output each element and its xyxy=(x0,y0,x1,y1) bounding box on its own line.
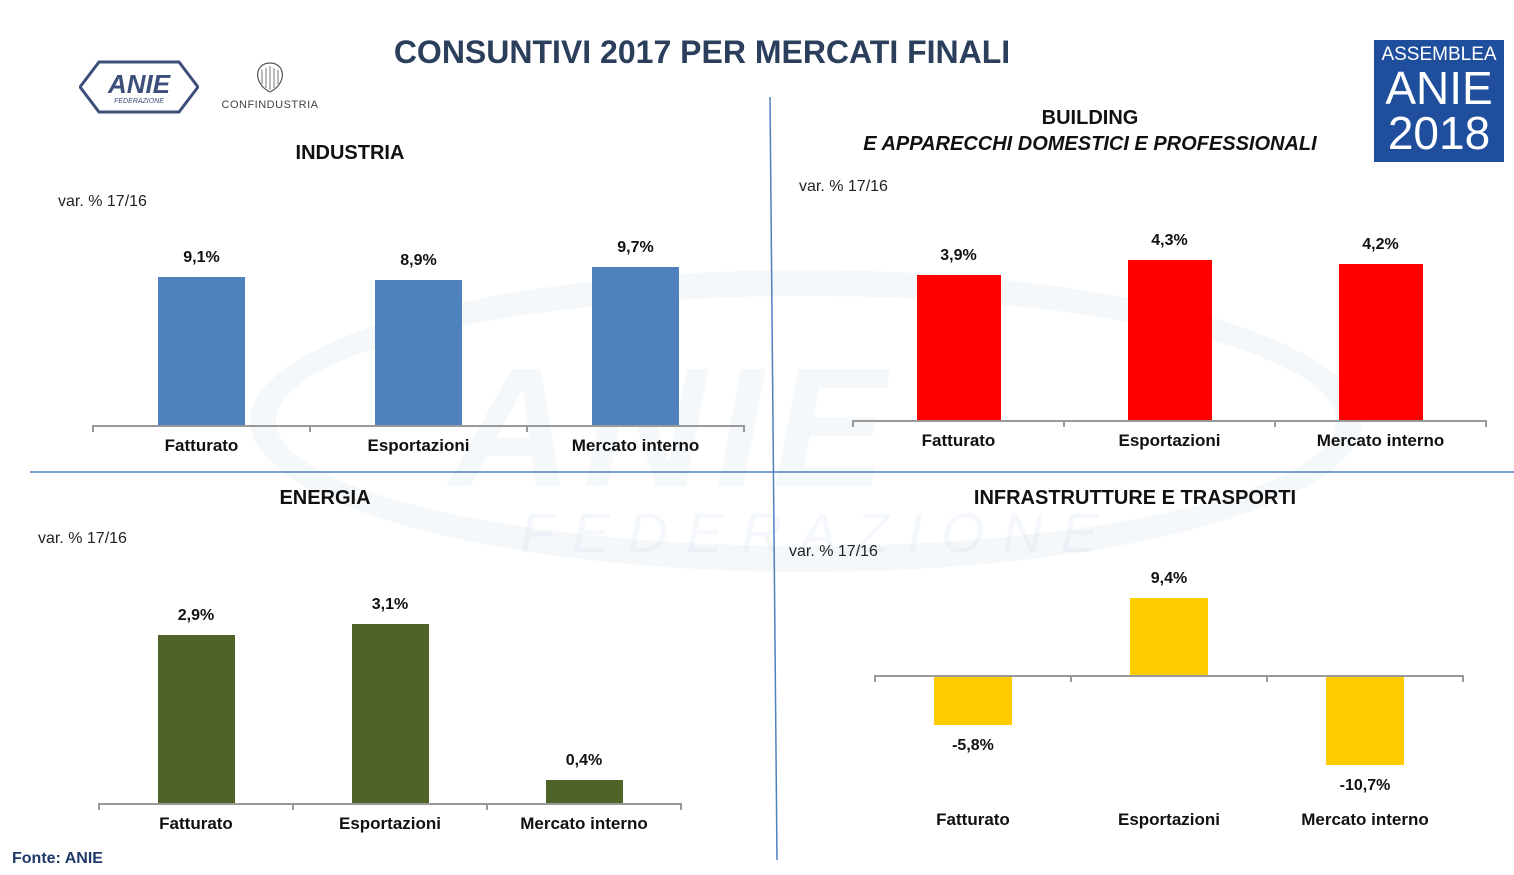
bar-building xyxy=(916,274,1001,420)
chart-title-energia: ENERGIA xyxy=(279,487,371,509)
category-label: Esportazioni xyxy=(338,814,441,833)
chart-title-industria: INDUSTRIA xyxy=(295,142,405,164)
category-label: Fatturato xyxy=(159,814,233,833)
category-label: Esportazioni xyxy=(367,436,470,455)
axis-tick xyxy=(1063,420,1065,427)
axis-tick xyxy=(874,675,876,682)
category-label: Fatturato xyxy=(164,436,239,455)
data-label: 8,9% xyxy=(400,252,437,270)
axis-tick xyxy=(743,425,745,432)
page-title: CONSUNTIVI 2017 PER MERCATI FINALI xyxy=(393,34,1011,70)
axis-tick xyxy=(1274,420,1276,427)
bar-building xyxy=(1338,263,1423,420)
data-label: 4,2% xyxy=(1362,235,1399,253)
vertical-divider xyxy=(769,96,778,861)
axis-tick xyxy=(1266,675,1268,682)
confindustria-logo: CONFINDUSTRIA xyxy=(220,60,320,111)
axis-tick xyxy=(292,803,294,810)
axis-tick xyxy=(486,803,488,810)
axis-tick xyxy=(1485,420,1487,427)
axis-tick xyxy=(92,425,94,432)
data-label: 3,1% xyxy=(371,595,409,613)
category-label: Mercato interno xyxy=(520,814,648,833)
chart-title-building: BUILDING xyxy=(1041,107,1139,129)
category-label: Esportazioni xyxy=(1118,431,1221,450)
x-axis-energia xyxy=(99,803,681,805)
category-label: Fatturato xyxy=(936,810,1010,829)
category-label: Esportazioni xyxy=(1117,810,1220,829)
x-axis-building xyxy=(853,420,1486,422)
axis-tick xyxy=(852,420,854,427)
data-label: -10,7% xyxy=(1339,776,1391,794)
badge-line1: ASSEMBLEA xyxy=(1381,44,1497,65)
bar-energia xyxy=(157,635,235,803)
badge-line3: 2018 xyxy=(1387,107,1491,159)
bar-industria xyxy=(158,277,245,425)
data-label: -5,8% xyxy=(952,736,994,754)
x-axis-industria xyxy=(93,425,744,427)
ylabel-energia: var. % 17/16 xyxy=(38,530,127,547)
assemblea-badge: ASSEMBLEA ANIE 2018 xyxy=(1374,40,1504,162)
bar-infrastrutture xyxy=(1326,677,1404,765)
axis-tick xyxy=(1462,675,1464,682)
chart-title-infrastrutture: INFRASTRUTTURE E TRASPORTI xyxy=(973,487,1297,509)
axis-tick xyxy=(309,425,311,432)
bar-building xyxy=(1127,260,1212,420)
axis-tick xyxy=(526,425,528,432)
chart-subtitle-building: E APPARECCHI DOMESTICI E PROFESSIONALI xyxy=(863,133,1317,155)
anie-logo-subtext: FEDERAZIONE xyxy=(114,98,164,105)
watermark-subtext: FEDERAZIONE xyxy=(520,501,1117,564)
data-label: 9,7% xyxy=(617,239,654,257)
eagle-icon xyxy=(257,62,283,93)
ylabel-building: var. % 17/16 xyxy=(799,178,888,195)
bar-industria xyxy=(592,267,679,425)
axis-tick xyxy=(1070,675,1072,682)
anie-logo-text: ANIE xyxy=(107,69,171,99)
x-axis-infrastrutture xyxy=(875,675,1463,677)
axis-tick xyxy=(680,803,682,810)
ylabel-industria: var. % 17/16 xyxy=(58,193,147,210)
bar-energia xyxy=(545,779,623,803)
bar-infrastrutture xyxy=(1130,597,1208,675)
bar-energia xyxy=(351,623,429,803)
category-label: Mercato interno xyxy=(571,436,700,455)
category-label: Fatturato xyxy=(921,431,996,450)
bar-industria xyxy=(375,280,462,425)
source-note: Fonte: ANIE xyxy=(12,850,103,867)
axis-tick xyxy=(98,803,100,810)
data-label: 0,4% xyxy=(565,751,603,769)
data-label: 3,9% xyxy=(940,246,977,264)
badge-line2: ANIE xyxy=(1385,62,1493,114)
category-label: Mercato interno xyxy=(1301,810,1429,829)
confindustria-text: CONFINDUSTRIA xyxy=(221,99,319,111)
category-label: Mercato interno xyxy=(1316,431,1445,450)
anie-federazione-logo: ANIE FEDERAZIONE xyxy=(79,60,199,114)
bar-infrastrutture xyxy=(934,677,1012,725)
data-label: 2,9% xyxy=(177,607,215,625)
ylabel-infrastrutture: var. % 17/16 xyxy=(789,543,878,560)
data-label: 9,4% xyxy=(1150,569,1188,587)
data-label: 4,3% xyxy=(1151,232,1188,250)
data-label: 9,1% xyxy=(183,249,220,267)
